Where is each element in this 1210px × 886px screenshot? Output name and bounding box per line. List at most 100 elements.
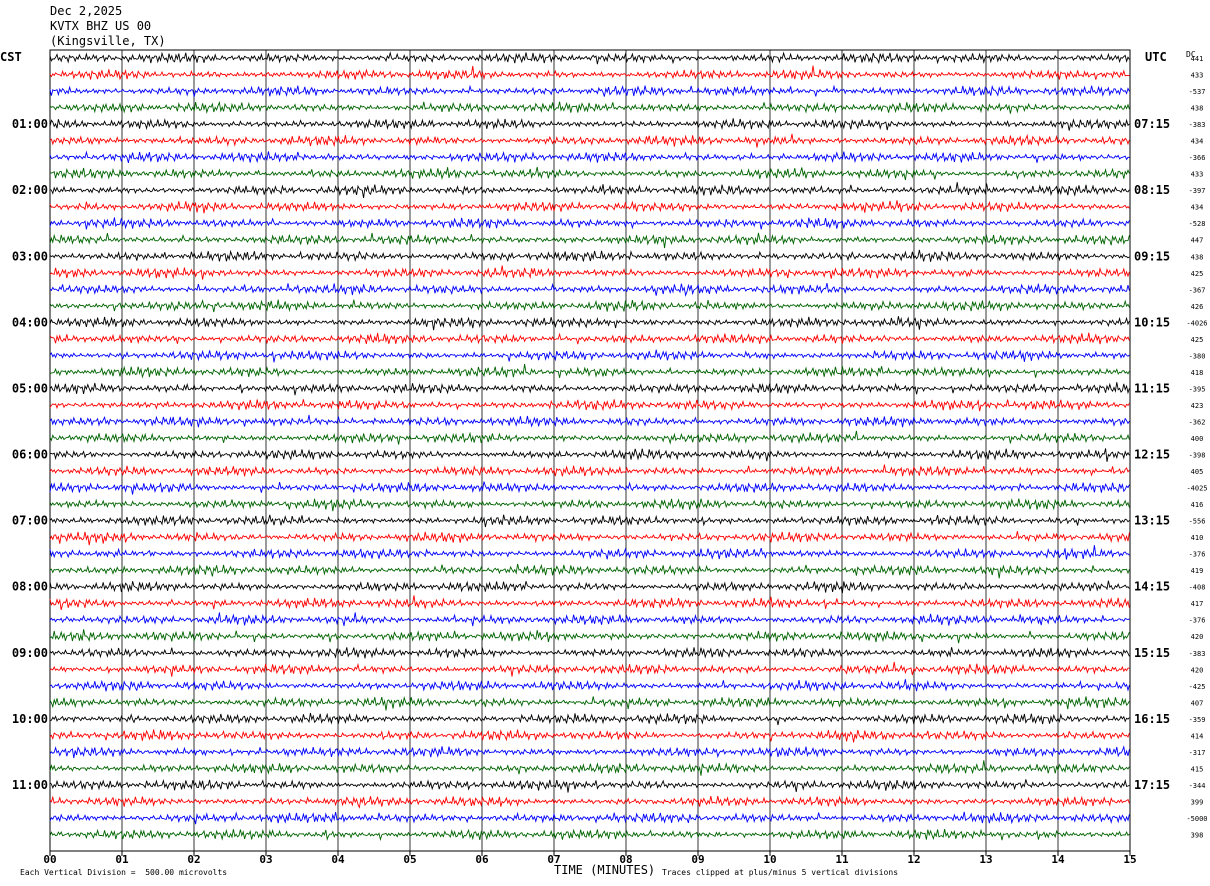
dc-offset-label: 447: [1191, 237, 1204, 245]
dc-offset-label: -376: [1189, 551, 1206, 559]
left-timezone-label: CST: [0, 50, 22, 64]
dc-offset-label: 398: [1191, 831, 1204, 839]
dc-offset-label: 418: [1191, 369, 1204, 377]
dc-offset-label: 417: [1191, 600, 1204, 608]
right-hour-label: 08:15: [1134, 183, 1170, 197]
trace-row: [49, 232, 1130, 249]
trace-row: [49, 133, 1130, 148]
right-hour-label: 07:15: [1134, 117, 1170, 131]
trace-row: [49, 399, 1130, 412]
x-tick-label: 01: [115, 853, 129, 866]
header-station: KVTX BHZ US 00: [50, 19, 152, 33]
dc-offset-label: -359: [1189, 716, 1206, 724]
x-tick-label: 03: [259, 853, 272, 866]
x-axis-title: TIME (MINUTES): [554, 863, 656, 877]
trace-row: [49, 612, 1130, 627]
trace-row: [49, 200, 1130, 214]
scale-note: Each Vertical Division = 500.00 microvol…: [20, 868, 228, 877]
x-tick-label: 09: [691, 853, 704, 866]
dc-offset-label: 433: [1191, 72, 1204, 80]
dc-offset-label: -5000: [1186, 815, 1207, 823]
trace-row: [49, 580, 1130, 594]
dc-offset-label: -556: [1189, 518, 1206, 526]
trace-row: [49, 448, 1130, 462]
trace-row: [49, 332, 1130, 345]
dc-offset-label: 416: [1191, 501, 1204, 509]
trace-row: [49, 828, 1130, 842]
trace-row: [49, 531, 1130, 546]
trace-row: [49, 679, 1130, 693]
dc-offset-label: 434: [1191, 138, 1204, 146]
dc-offset-label: -397: [1189, 187, 1206, 195]
trace-row: [49, 712, 1130, 726]
dc-offset-label: -366: [1189, 154, 1206, 162]
left-hour-label: 03:00: [12, 249, 48, 263]
right-hour-label: 11:15: [1134, 381, 1170, 395]
trace-row: [49, 481, 1130, 495]
left-hour-label: 07:00: [12, 514, 48, 528]
left-hour-label: 04:00: [12, 315, 48, 329]
dc-offset-label: -4026: [1186, 319, 1207, 327]
left-hour-label: 10:00: [12, 712, 48, 726]
dc-offset-label: 410: [1191, 534, 1204, 542]
trace-row: [49, 563, 1130, 579]
trace-row: [49, 316, 1130, 331]
trace-row: [49, 265, 1130, 280]
trace-row: [49, 729, 1130, 743]
trace-row: [49, 364, 1130, 379]
dc-label: DC: [1186, 50, 1196, 59]
trace-row: [49, 811, 1130, 825]
dc-offset-label: 420: [1191, 666, 1204, 674]
x-tick-label: 00: [43, 853, 56, 866]
right-hour-label: 15:15: [1134, 646, 1170, 660]
dc-offset-label: -398: [1189, 452, 1206, 460]
trace-row: [49, 745, 1130, 759]
trace-row: [49, 150, 1130, 164]
dc-offset-label: 420: [1191, 633, 1204, 641]
dc-offset-label: -380: [1189, 352, 1206, 360]
dc-offset-label: -4025: [1186, 485, 1207, 493]
x-tick-label: 07: [547, 853, 560, 866]
left-hour-label: 09:00: [12, 646, 48, 660]
x-tick-label: 15: [1123, 853, 1136, 866]
dc-offset-label: -425: [1189, 683, 1206, 691]
trace-row: [49, 298, 1130, 313]
dc-offset-label: 425: [1191, 270, 1204, 278]
right-hour-label: 14:15: [1134, 580, 1170, 594]
trace-row: [49, 464, 1130, 477]
left-hour-label: 11:00: [12, 778, 48, 792]
dc-offset-label: -528: [1189, 220, 1206, 228]
trace-row: [49, 100, 1130, 114]
left-hour-label: 01:00: [12, 117, 48, 131]
dc-offset-label: -362: [1189, 418, 1206, 426]
right-hour-label: 17:15: [1134, 778, 1170, 792]
header-location: (Kingsville, TX): [50, 34, 166, 48]
trace-row: [49, 760, 1130, 776]
right-hour-label: 12:15: [1134, 448, 1170, 462]
x-tick-label: 08: [619, 853, 632, 866]
x-tick-label: 02: [187, 853, 200, 866]
left-hour-label: 05:00: [12, 381, 48, 395]
dc-offset-label: 425: [1191, 336, 1204, 344]
dc-offset-label: -537: [1189, 88, 1206, 96]
right-hour-label: 10:15: [1134, 315, 1170, 329]
left-hour-label: 06:00: [12, 448, 48, 462]
trace-row: [49, 595, 1130, 611]
right-hour-label: 09:15: [1134, 249, 1170, 263]
x-tick-label: 04: [331, 853, 345, 866]
trace-row: [49, 414, 1130, 428]
dc-offset-label: 423: [1191, 402, 1204, 410]
x-tick-label: 13: [979, 853, 992, 866]
trace-row: [49, 51, 1130, 65]
trace-row: [49, 349, 1130, 363]
right-timezone-label: UTC: [1145, 50, 1167, 64]
dc-offset-label: -367: [1189, 286, 1206, 294]
trace-row: [49, 117, 1130, 131]
dc-offset-label: 434: [1191, 204, 1204, 212]
dc-offset-label: 438: [1191, 105, 1204, 113]
trace-row: [49, 646, 1130, 659]
dc-offset-label: 414: [1191, 732, 1204, 740]
dc-offset-label: -408: [1189, 584, 1206, 592]
trace-row: [49, 430, 1130, 445]
dc-offset-label: -383: [1189, 650, 1206, 658]
